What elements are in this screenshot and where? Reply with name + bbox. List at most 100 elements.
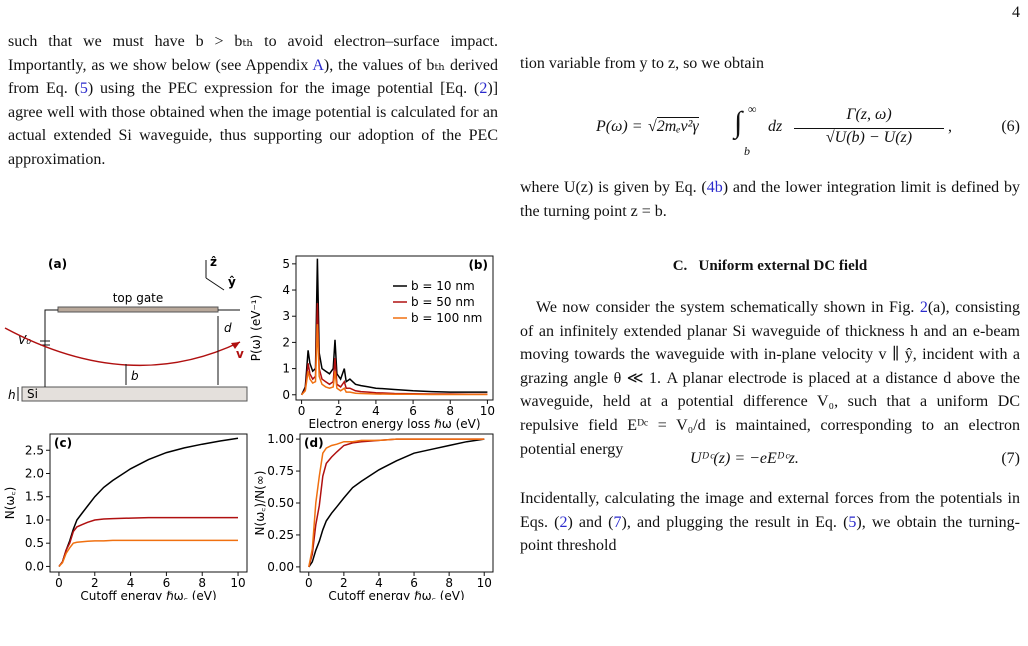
y-label: ŷ <box>228 275 236 289</box>
y-tick-label: 4 <box>282 283 290 297</box>
arrowhead <box>231 342 240 349</box>
x-tick-label: 6 <box>410 576 418 590</box>
reference[interactable]: 2 <box>559 513 568 531</box>
eq-integral: ∫ <box>734 106 743 139</box>
reference[interactable]: 5 <box>79 80 88 98</box>
text-run: ), and plugging the result in Eq. ( <box>621 513 849 531</box>
text-run: We now consider the system schematically… <box>536 299 920 316</box>
h-label: h <box>8 388 16 402</box>
plot-frame <box>299 433 494 573</box>
series-line <box>58 539 238 567</box>
text-run: )] agree well with those obtained when t… <box>8 80 499 168</box>
eq-lower: b <box>744 144 750 158</box>
x-tick-label: 4 <box>372 404 380 418</box>
equation: Uᴰᶜ(z) = −eEᴰᶜz. (7) <box>690 450 1020 468</box>
y-axis-label: N(ω꜀)/N(∞) <box>253 471 267 536</box>
trajectory <box>4 327 241 367</box>
eq-radicand: 2mₑv²γ <box>656 117 699 135</box>
panel-label: (c) <box>54 436 72 450</box>
legend-label: b = 10 nm <box>411 279 475 293</box>
x-axis-label: Cutoff energy ℏω꜀ (eV) <box>328 589 464 600</box>
eq-denominator: √U(b) − U(z) <box>794 128 944 147</box>
reference[interactable]: 2 <box>919 299 928 316</box>
eq-upper: ∞ <box>748 102 757 116</box>
x-tick-label: 8 <box>446 404 454 418</box>
eq-number: (7) <box>1001 450 1020 467</box>
panel-label: (a) <box>48 257 67 271</box>
y-tick-label: 1.0 <box>25 513 44 527</box>
text-run: ) and ( <box>567 513 614 531</box>
y-tick-label: 2 <box>282 335 290 349</box>
panel-label: (d) <box>304 436 324 450</box>
reference[interactable]: 2 <box>479 80 488 98</box>
series-line <box>301 324 488 396</box>
paragraph: Incidentally, calculating the image and … <box>520 487 1020 558</box>
x-tick-label: 8 <box>445 576 453 590</box>
figure: (a) top gate Si h V₀ v d b ẑ ŷ 0 2 4 6 8 1001… <box>3 255 495 600</box>
si-label: Si <box>27 387 38 401</box>
reference[interactable]: 7 <box>613 513 622 531</box>
x-tick-label: 6 <box>409 404 417 418</box>
section-heading: C. Uniform external DC field <box>672 258 868 274</box>
page-number: 4 <box>1012 4 1020 21</box>
y-axis <box>205 277 225 291</box>
y-tick-label: 0.0 <box>25 559 44 573</box>
waveguide <box>21 386 248 402</box>
series-line <box>308 438 485 568</box>
reference[interactable]: 5 <box>848 513 857 531</box>
text-run: ), we obtain the turning-point threshold <box>520 513 1020 555</box>
x-tick-label: 2 <box>91 576 99 590</box>
legend-label: b = 100 nm <box>411 311 482 325</box>
text-run: such that we must have b > bₜₕ to avoid … <box>8 33 498 74</box>
v-label: v <box>236 347 244 361</box>
text-run: where U(z) is given by Eq. ( <box>520 179 707 196</box>
x-tick-label: 10 <box>477 576 492 590</box>
y-tick-label: 0.5 <box>25 536 44 550</box>
eq-numerator: Γ(z, ω) <box>846 106 892 123</box>
y-tick-label: 5 <box>282 257 290 271</box>
y-tick-label: 1.00 <box>267 432 294 446</box>
paragraph: where U(z) is given by Eq. (4b) and the … <box>520 176 1020 223</box>
y-tick-label: 1 <box>282 362 290 376</box>
y-axis-label: P(ω) (eV⁻¹) <box>249 295 263 362</box>
eq-body: Uᴰᶜ(z) = −eEᴰᶜz. <box>690 450 799 467</box>
x-tick-label: 0 <box>305 576 313 590</box>
x-tick-label: 8 <box>198 576 206 590</box>
y-tick-label: 1.5 <box>25 490 44 504</box>
x-tick-label: 2 <box>340 576 348 590</box>
x-axis-label: Electron energy loss ℏω (eV) <box>308 417 480 431</box>
wire <box>44 309 58 387</box>
paragraph: We now consider the system schematically… <box>520 296 1020 461</box>
y-tick-label: 0.75 <box>267 464 294 478</box>
reference[interactable]: 4b <box>706 179 723 196</box>
paragraph: such that we must have b > bₜₕ to avoid … <box>8 30 498 172</box>
y-tick-label: 0.50 <box>267 496 294 510</box>
x-tick-label: 0 <box>298 404 306 418</box>
y-tick-label: 2.5 <box>25 443 44 457</box>
x-tick-label: 10 <box>230 576 245 590</box>
z-label: ẑ <box>210 255 217 269</box>
text-run: ) using the PEC expression for the image… <box>87 80 480 98</box>
y-tick-label: 0 <box>282 388 290 402</box>
y-axis-label: N(ω꜀) <box>3 487 17 520</box>
b-label: b <box>131 369 139 383</box>
x-tick-label: 4 <box>127 576 135 590</box>
gate-label: top gate <box>113 291 164 305</box>
eq-lhs: P(ω) = <box>596 118 643 135</box>
plot-frame <box>49 433 248 573</box>
x-tick-label: 4 <box>375 576 383 590</box>
paragraph: tion variable from y to z, so we obtain <box>520 52 1020 76</box>
series-line <box>58 437 239 567</box>
series-line <box>308 438 485 568</box>
y-tick-label: 0.25 <box>267 528 294 542</box>
series-line <box>300 258 488 396</box>
y-tick-label: 2.0 <box>25 466 44 480</box>
text-run: Incidentally, calculating the image and … <box>520 490 1020 531</box>
reference[interactable]: A <box>312 56 324 74</box>
x-tick-label: 2 <box>335 404 343 418</box>
x-tick-label: 10 <box>480 404 495 418</box>
legend-label: b = 50 nm <box>411 295 475 309</box>
x-axis-label: Cutoff energy ℏω꜀ (eV) <box>80 589 216 600</box>
